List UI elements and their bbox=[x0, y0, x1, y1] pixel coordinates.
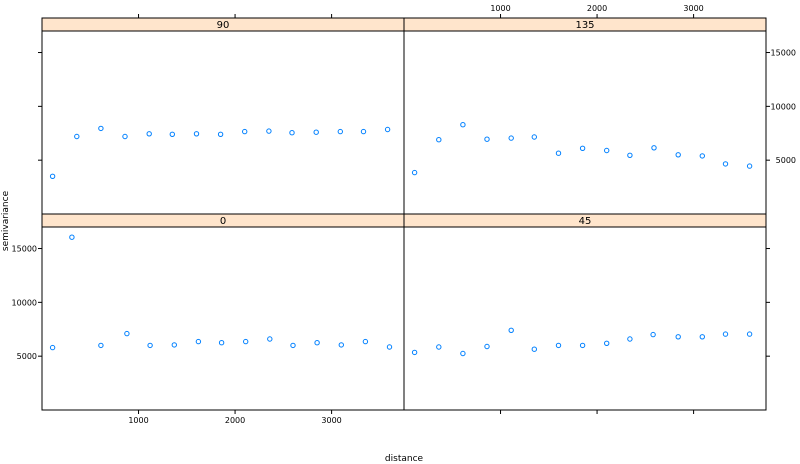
point-45-4 bbox=[508, 327, 514, 333]
point-90-6 bbox=[193, 131, 200, 137]
point-90-5 bbox=[169, 131, 176, 138]
point-45-1 bbox=[436, 344, 442, 350]
point-90-9 bbox=[266, 128, 272, 134]
point-0-7 bbox=[218, 340, 225, 346]
point-135-6 bbox=[555, 150, 562, 156]
point-0-12 bbox=[338, 342, 344, 348]
x-tick-label-bottom-1: 2000 bbox=[225, 416, 245, 425]
point-135-8 bbox=[604, 147, 610, 154]
point-45-2 bbox=[460, 350, 466, 357]
point-135-5 bbox=[531, 134, 537, 140]
strip-label-0: 0 bbox=[220, 216, 226, 227]
point-135-1 bbox=[436, 137, 442, 143]
point-90-14 bbox=[384, 126, 391, 133]
x-tick-label-bottom-0: 1000 bbox=[128, 416, 148, 425]
x-tick-label-top-0: 1000 bbox=[490, 4, 510, 13]
point-135-2 bbox=[460, 122, 466, 128]
point-90-12 bbox=[337, 128, 343, 135]
strip-label-45: 45 bbox=[579, 216, 592, 227]
point-45-8 bbox=[604, 340, 610, 346]
point-135-14 bbox=[746, 163, 753, 169]
y-tick-label-right-0: 5000 bbox=[776, 156, 796, 165]
point-0-6 bbox=[195, 338, 202, 345]
x-tick-label-top-1: 2000 bbox=[587, 4, 607, 13]
point-0-13 bbox=[362, 338, 369, 345]
point-45-11 bbox=[675, 334, 681, 340]
axis-ticks-layer: 1000 1000 2000 2000 3000 3000 5000 5000 10000 100… bbox=[12, 4, 796, 425]
panel-frame-0 bbox=[41, 226, 405, 411]
point-90-4 bbox=[146, 131, 152, 137]
point-0-9 bbox=[267, 336, 273, 342]
panel-90: 90 bbox=[41, 17, 405, 215]
point-0-0 bbox=[49, 344, 56, 351]
point-0-11 bbox=[314, 340, 320, 346]
point-0-8 bbox=[243, 338, 249, 345]
point-45-14 bbox=[746, 331, 753, 337]
panel-135: 135 bbox=[403, 17, 767, 215]
point-90-3 bbox=[122, 133, 128, 140]
strip-label-90: 90 bbox=[217, 20, 230, 31]
point-0-10 bbox=[290, 342, 296, 349]
point-0-14 bbox=[386, 344, 393, 350]
point-90-10 bbox=[289, 130, 295, 136]
y-tick-label-left-0: 5000 bbox=[17, 352, 37, 361]
point-45-10 bbox=[650, 331, 656, 338]
point-0-4 bbox=[147, 342, 153, 349]
panel-frame-135 bbox=[403, 30, 767, 215]
point-135-7 bbox=[579, 145, 586, 152]
y-tick-label-left-1: 10000 bbox=[12, 298, 37, 307]
point-0-5 bbox=[171, 342, 178, 348]
point-90-13 bbox=[360, 128, 367, 135]
point-45-12 bbox=[699, 334, 705, 340]
y-tick-label-right-1: 10000 bbox=[771, 102, 796, 111]
point-45-13 bbox=[722, 331, 729, 337]
point-0-2 bbox=[98, 342, 104, 349]
point-0-1 bbox=[69, 234, 75, 240]
point-135-11 bbox=[675, 152, 681, 158]
point-90-11 bbox=[313, 129, 319, 135]
point-45-6 bbox=[555, 342, 562, 349]
point-45-7 bbox=[579, 342, 586, 349]
point-45-0 bbox=[411, 349, 418, 356]
y-tick-label-left-2: 15000 bbox=[12, 245, 37, 254]
point-90-1 bbox=[74, 133, 80, 140]
point-0-3 bbox=[124, 330, 130, 337]
y-axis-label: semivariance bbox=[1, 190, 11, 251]
panel-frame-45 bbox=[403, 226, 767, 411]
panels-layer: 0 45 90 135 bbox=[41, 17, 767, 411]
point-135-13 bbox=[722, 161, 729, 167]
point-90-8 bbox=[242, 128, 248, 135]
point-135-3 bbox=[484, 136, 490, 142]
panel-frame-90 bbox=[41, 30, 405, 215]
point-135-0 bbox=[411, 169, 418, 176]
y-tick-label-right-2: 15000 bbox=[771, 49, 796, 58]
point-90-0 bbox=[49, 173, 56, 180]
panel-0: 0 bbox=[41, 213, 405, 411]
x-axis-label: distance bbox=[385, 454, 424, 464]
point-90-2 bbox=[98, 125, 104, 132]
point-45-9 bbox=[627, 336, 633, 342]
point-45-5 bbox=[531, 346, 537, 352]
strip-label-135: 135 bbox=[575, 20, 594, 31]
point-135-12 bbox=[699, 153, 705, 159]
point-135-4 bbox=[508, 135, 514, 141]
x-tick-label-top-2: 3000 bbox=[683, 4, 703, 13]
x-tick-label-bottom-2: 3000 bbox=[321, 416, 341, 425]
point-90-7 bbox=[217, 131, 224, 138]
point-135-10 bbox=[651, 145, 657, 151]
point-45-3 bbox=[484, 343, 490, 350]
point-135-9 bbox=[627, 152, 633, 159]
panel-45: 45 bbox=[403, 213, 767, 411]
